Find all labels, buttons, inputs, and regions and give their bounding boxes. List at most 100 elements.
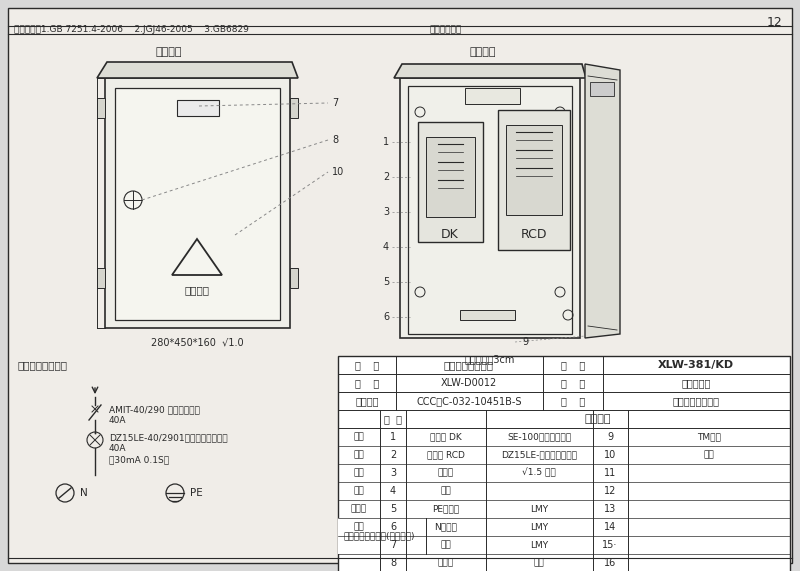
Text: 2: 2 (383, 172, 389, 182)
Text: XLW-D0012: XLW-D0012 (441, 378, 497, 388)
Bar (97, 268, 105, 288)
Text: LMY: LMY (530, 505, 548, 513)
Text: 9: 9 (522, 337, 528, 347)
Text: 5: 5 (390, 504, 396, 514)
Text: 序  号: 序 号 (384, 414, 402, 424)
Text: 16: 16 (604, 558, 616, 568)
Text: 13: 13 (604, 504, 616, 514)
Text: 装配图：: 装配图： (470, 47, 497, 57)
Text: 电器连接原理图：: 电器连接原理图： (18, 360, 68, 370)
Text: 15·: 15· (602, 540, 618, 550)
Text: 有电危险: 有电危险 (185, 285, 210, 295)
Bar (105, 78, 290, 328)
Text: 断路器 RCD: 断路器 RCD (427, 451, 465, 460)
Text: 6: 6 (383, 312, 389, 322)
Text: DK: DK (441, 227, 459, 240)
Bar (460, 310, 515, 320)
Text: 4: 4 (383, 242, 389, 252)
Text: AMIT-40/290 （透明空开）: AMIT-40/290 （透明空开） (109, 405, 200, 414)
Text: 2: 2 (390, 450, 396, 460)
Text: 规    格: 规 格 (561, 378, 585, 388)
Text: 40A: 40A (109, 444, 126, 453)
Text: DZ15LE-透明系列漏电开: DZ15LE-透明系列漏电开 (501, 451, 577, 460)
Text: 图    号: 图 号 (355, 378, 379, 388)
Text: 7: 7 (390, 540, 396, 550)
Bar (465, 88, 520, 104)
Text: 1: 1 (383, 137, 389, 147)
Text: 线夹: 线夹 (441, 486, 451, 496)
Polygon shape (394, 64, 586, 78)
Text: 执行标准：1.GB 7251.4-2006    2.JGJ46-2005    3.GB6829: 执行标准：1.GB 7251.4-2006 2.JGJ46-2005 3.GB6… (14, 26, 249, 34)
Bar (590, 82, 614, 96)
Text: 防雨: 防雨 (534, 558, 544, 568)
Text: 8: 8 (332, 135, 338, 145)
Text: LMY: LMY (530, 522, 548, 532)
Text: N: N (80, 488, 88, 498)
Text: 安装板: 安装板 (438, 468, 454, 477)
Polygon shape (97, 62, 298, 78)
Bar (290, 98, 298, 118)
Text: 用    途: 用 途 (561, 396, 585, 406)
Text: （30mA 0.1S）: （30mA 0.1S） (109, 455, 169, 464)
Text: 审核: 审核 (354, 486, 364, 496)
Text: √1.5 折边: √1.5 折边 (522, 468, 556, 478)
Text: 照明开关箱: 照明开关箱 (682, 378, 710, 388)
Text: 元件间距＝3cm: 元件间距＝3cm (465, 354, 515, 364)
Bar (97, 98, 105, 118)
Bar (418, 122, 483, 242)
Text: 设计: 设计 (354, 432, 364, 441)
Text: CCC：C-032-10451B-S: CCC：C-032-10451B-S (416, 396, 522, 406)
Text: LMY: LMY (530, 541, 548, 549)
Text: 哈尔滨市龙瑞电气(成套设备): 哈尔滨市龙瑞电气(成套设备) (343, 532, 414, 541)
Text: 名    称: 名 称 (355, 360, 379, 370)
Text: 日期: 日期 (354, 522, 364, 532)
Text: 7: 7 (332, 98, 338, 108)
Text: 建筑施工用配电箱: 建筑施工用配电箱 (444, 360, 494, 370)
Text: 试验报告: 试验报告 (355, 396, 378, 406)
Text: 校核: 校核 (354, 468, 364, 477)
Text: 280*450*160  √1.0: 280*450*160 √1.0 (150, 338, 243, 348)
Bar (426, 137, 475, 217)
Text: 施工现场照明配电: 施工现场照明配电 (673, 396, 719, 406)
Text: DZ15LE-40/2901（透明漏电开关）: DZ15LE-40/2901（透明漏电开关） (109, 433, 228, 442)
Text: 4: 4 (390, 486, 396, 496)
Text: N线端子: N线端子 (434, 522, 458, 532)
Text: 排耳: 排耳 (704, 451, 714, 460)
Text: 5: 5 (383, 277, 389, 287)
Text: PE: PE (190, 488, 202, 498)
Text: 主要配件: 主要配件 (585, 414, 611, 424)
Bar (408, 86, 572, 334)
Bar (338, 356, 790, 571)
Text: 元体颜色：黄: 元体颜色：黄 (430, 26, 462, 34)
Bar (290, 268, 298, 288)
Text: 标准化: 标准化 (351, 505, 367, 513)
Text: 10: 10 (332, 167, 344, 177)
Text: 12: 12 (766, 16, 782, 29)
Text: PE线端子: PE线端子 (433, 505, 459, 513)
Text: 型    号: 型 号 (561, 360, 585, 370)
Text: SE-100系列透明开关: SE-100系列透明开关 (507, 432, 571, 441)
Bar (506, 125, 562, 215)
Polygon shape (585, 64, 620, 338)
Text: 制图: 制图 (354, 451, 364, 460)
Bar (498, 110, 570, 250)
Text: RCD: RCD (521, 228, 547, 242)
Text: 断路器 DK: 断路器 DK (430, 432, 462, 441)
Text: 1: 1 (390, 432, 396, 442)
Text: XLW-381/KD: XLW-381/KD (658, 360, 734, 370)
Text: 9: 9 (607, 432, 613, 442)
Text: 3: 3 (383, 207, 389, 217)
Text: TM连接: TM连接 (697, 432, 721, 441)
Text: 外型图：: 外型图： (155, 47, 182, 57)
Bar (177, 100, 219, 116)
Bar (400, 78, 580, 338)
Text: 11: 11 (604, 468, 616, 478)
Text: 40A: 40A (109, 416, 126, 425)
Bar (338, 518, 426, 554)
Bar (115, 88, 280, 320)
Text: 12: 12 (604, 486, 616, 496)
Text: 压把锁: 压把锁 (438, 558, 454, 568)
Text: 3: 3 (390, 468, 396, 478)
Text: 8: 8 (390, 558, 396, 568)
Text: 标牌: 标牌 (441, 541, 451, 549)
